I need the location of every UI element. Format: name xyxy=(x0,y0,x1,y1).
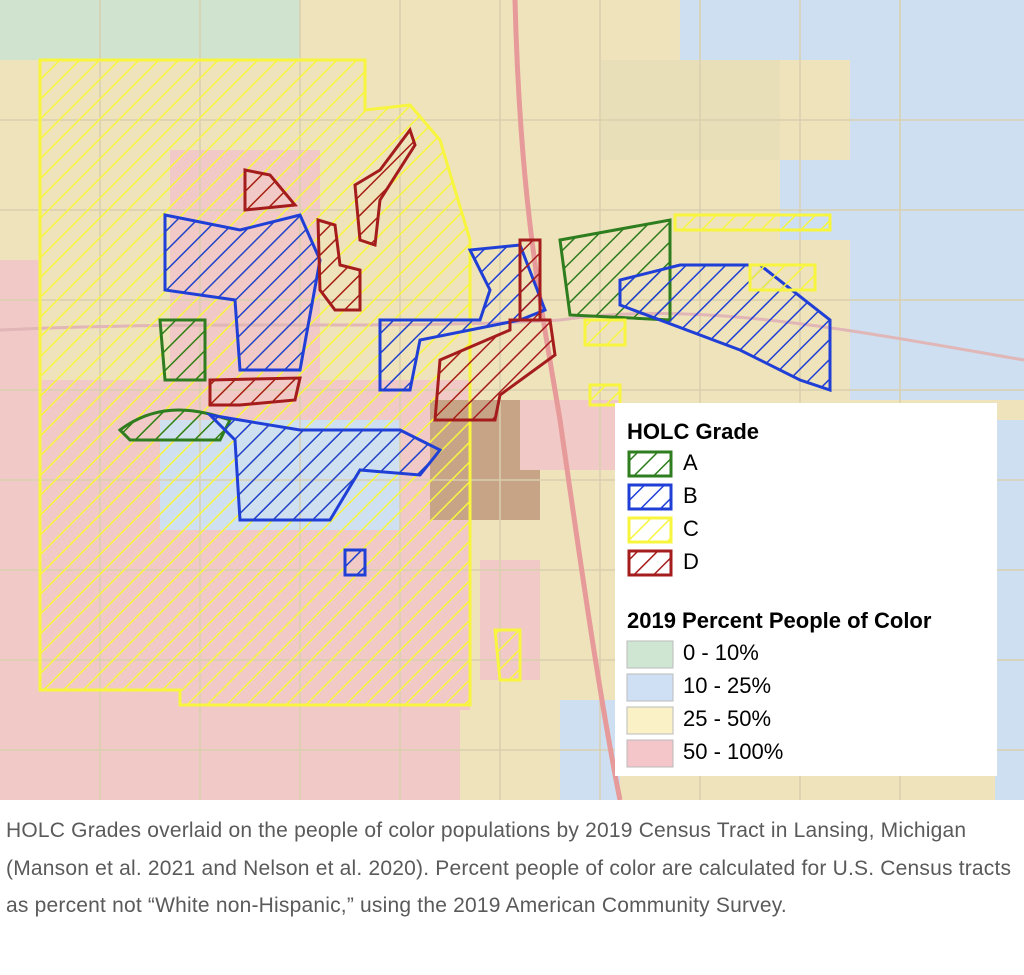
census-tract xyxy=(600,60,780,160)
holc-area xyxy=(163,213,322,372)
census-tract xyxy=(0,0,300,60)
census-tract xyxy=(850,60,1024,400)
legend-swatch xyxy=(626,739,674,768)
legend-box xyxy=(615,403,997,776)
census-tract xyxy=(520,400,620,470)
legend-swatch xyxy=(627,516,673,544)
legend-label: A xyxy=(683,450,698,475)
legend-label: C xyxy=(683,516,699,541)
holc-area xyxy=(518,238,542,322)
census-tract xyxy=(680,0,1024,60)
legend-label: 25 - 50% xyxy=(683,706,771,731)
legend-title: HOLC Grade xyxy=(627,419,759,444)
legend-label: 0 - 10% xyxy=(683,640,759,665)
legend-swatch xyxy=(626,673,674,702)
legend-swatch xyxy=(627,483,673,511)
holc-area xyxy=(243,168,298,212)
holc-area xyxy=(378,243,547,392)
holc-area xyxy=(343,548,367,577)
legend-label: D xyxy=(683,549,699,574)
legend: HOLC Grade 2019 Percent People of Color … xyxy=(615,403,997,776)
legend-label: B xyxy=(683,483,698,508)
holc-area xyxy=(353,126,417,248)
legend-label: 10 - 25% xyxy=(683,673,771,698)
map: HOLC Grade 2019 Percent People of Color … xyxy=(0,0,1024,800)
legend-swatch xyxy=(627,549,673,577)
holc-area xyxy=(673,213,832,232)
holc-area xyxy=(493,628,522,682)
legend-label: 50 - 100% xyxy=(683,739,783,764)
legend-swatch xyxy=(626,706,674,735)
census-tract xyxy=(995,420,1024,800)
holc-area xyxy=(205,412,443,522)
holc-area xyxy=(158,318,207,382)
legend-title: 2019 Percent People of Color xyxy=(627,608,932,633)
holc-area xyxy=(38,58,832,707)
holc-area xyxy=(316,217,362,312)
census-tract xyxy=(0,260,40,680)
legend-swatch xyxy=(626,640,674,669)
caption: HOLC Grades overlaid on the people of co… xyxy=(6,819,1012,917)
road xyxy=(512,0,623,800)
legend-swatch xyxy=(627,450,673,478)
holc-area xyxy=(208,376,302,407)
holc-area xyxy=(433,318,557,422)
holc-area xyxy=(748,263,817,292)
